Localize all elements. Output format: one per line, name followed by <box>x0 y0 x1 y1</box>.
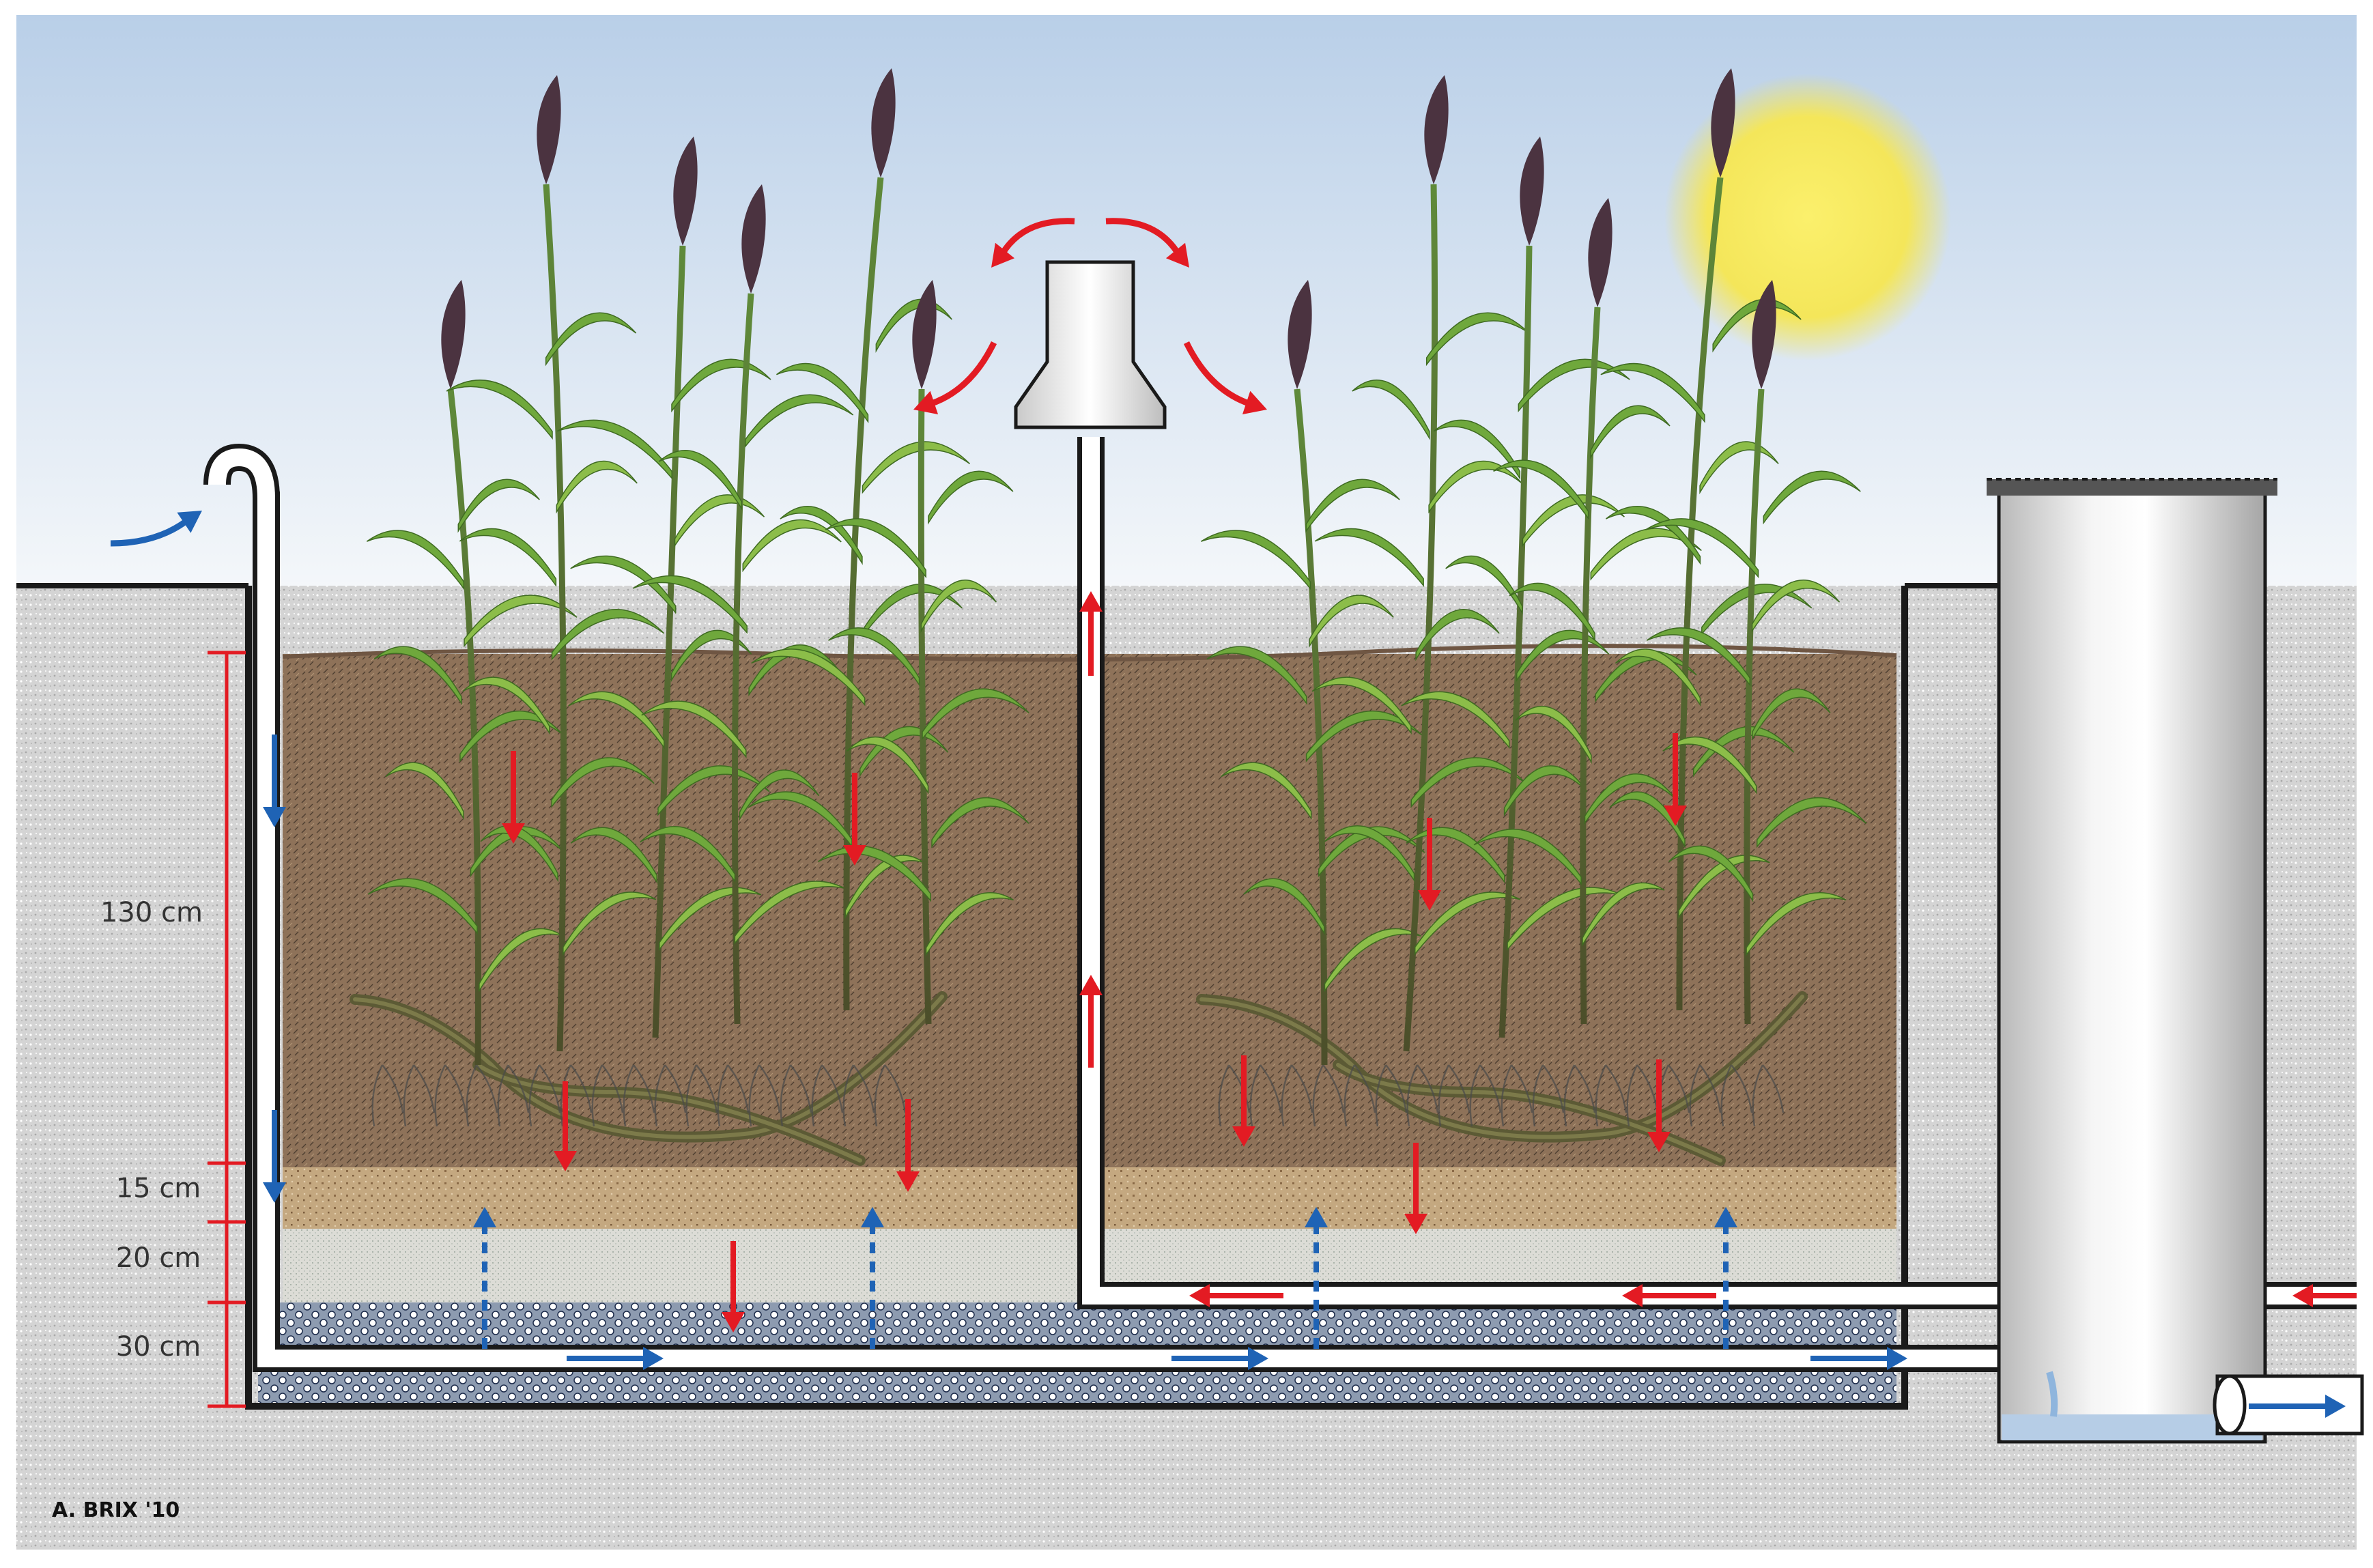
reed-root <box>1438 1064 1470 1127</box>
author-credit: A. BRIX '10 <box>52 1498 180 1522</box>
air-arrow-down <box>1647 1059 1671 1152</box>
reed-root <box>623 1064 655 1127</box>
reed-root <box>371 1064 404 1127</box>
reed-root <box>748 1064 781 1127</box>
reed-root <box>842 1064 875 1127</box>
air-arrow-left <box>1622 1284 1716 1307</box>
reed-root <box>1720 1064 1753 1127</box>
curved-arrow <box>913 341 997 414</box>
reed-group-right <box>1196 68 1867 1166</box>
well-lid-icon <box>1987 479 2277 496</box>
curved-arrow <box>991 218 1075 268</box>
water-arrow-right <box>1171 1347 1268 1370</box>
reed-root <box>685 1064 718 1127</box>
water-arrow-up-dashed <box>473 1207 496 1349</box>
water-arrow-down <box>263 1110 286 1203</box>
vent-cap-icon <box>1014 260 1167 429</box>
dim-label-30cm: 30 cm <box>116 1331 201 1363</box>
reed-root <box>811 1064 844 1127</box>
reed-root <box>1312 1064 1345 1127</box>
reed-plant-icon <box>1401 137 1630 1038</box>
air-arrow-down <box>1404 1143 1427 1234</box>
reed-group-left <box>350 68 1029 1166</box>
reed-root <box>654 1064 687 1127</box>
reed-root <box>874 1064 907 1127</box>
reed-plant-icon <box>366 280 578 1066</box>
reed-root <box>1281 1064 1313 1127</box>
well-body <box>1997 491 2267 1444</box>
water-arrow-right <box>567 1347 664 1370</box>
reed-plant-icon <box>1311 75 1530 1052</box>
reed-root <box>1752 1064 1785 1127</box>
curved-arrow <box>1105 218 1189 268</box>
reed-root <box>1375 1064 1408 1127</box>
sky <box>16 15 2357 588</box>
air-arrow-down <box>502 751 525 844</box>
curved-arrow <box>110 511 202 547</box>
air-arrow-down <box>1418 818 1441 911</box>
vent-air-curved-arrows <box>110 218 1267 547</box>
air-arrow-up <box>1079 975 1103 1068</box>
depth-dimension-marker <box>208 651 246 1408</box>
water-arrow-right <box>2249 1395 2346 1418</box>
reed-root <box>528 1064 561 1127</box>
reed-root <box>466 1064 498 1127</box>
water-flow-arrows <box>263 735 2346 1418</box>
water-arrow-down <box>263 735 286 827</box>
reed-root <box>1532 1064 1565 1127</box>
reed-root <box>560 1064 593 1127</box>
reed-root <box>434 1064 467 1127</box>
air-flow-arrows <box>502 591 2357 1332</box>
reed-plant-icon <box>748 68 971 1011</box>
air-arrow-left <box>2292 1284 2357 1307</box>
basin-wall <box>245 586 1908 1410</box>
reed-root <box>1501 1064 1533 1127</box>
air-arrow-down <box>722 1241 745 1332</box>
air-arrow-down <box>554 1081 577 1171</box>
air-arrow-down <box>1232 1055 1255 1147</box>
reed-plant-icon <box>632 184 854 1025</box>
air-arrow-down <box>1664 733 1687 826</box>
reed-plant-icon <box>446 75 665 1052</box>
water-arrow-up-dashed <box>861 1207 884 1349</box>
reed-root <box>780 1064 812 1127</box>
reed-root <box>497 1064 530 1127</box>
reed-root <box>1249 1064 1282 1127</box>
dim-label-15cm: 15 cm <box>116 1173 201 1204</box>
water-arrow-up-dashed <box>1305 1207 1328 1349</box>
reed-root <box>1563 1064 1596 1127</box>
reed-plant-icon <box>1645 280 1867 1025</box>
reed-root <box>1689 1064 1722 1127</box>
air-arrow-down <box>896 1099 920 1192</box>
reed-root <box>1469 1064 1502 1127</box>
reed-root <box>591 1064 624 1127</box>
curved-arrow <box>1183 341 1267 414</box>
reed-root <box>1406 1064 1439 1127</box>
dim-label-20cm: 20 cm <box>116 1242 201 1274</box>
water-arrow-right <box>1810 1347 1907 1370</box>
reed-plant-icon <box>556 137 771 1038</box>
reed-root <box>717 1064 750 1127</box>
reed-plant-icon <box>817 280 1029 1025</box>
air-arrow-down <box>843 773 866 866</box>
reed-root <box>1595 1064 1628 1127</box>
collection-well <box>1987 478 2364 1444</box>
air-arrow-left <box>1189 1284 1283 1307</box>
reed-root <box>1344 1064 1376 1127</box>
reed-plant-icon <box>1473 198 1702 1025</box>
water-arrow-up-dashed <box>1714 1207 1737 1349</box>
dim-label-130cm: 130 cm <box>100 897 203 928</box>
reed-root <box>403 1064 436 1127</box>
reed-plant-icon <box>1600 68 1813 1011</box>
air-arrow-up <box>1079 591 1103 676</box>
sun-icon <box>1664 74 1951 360</box>
